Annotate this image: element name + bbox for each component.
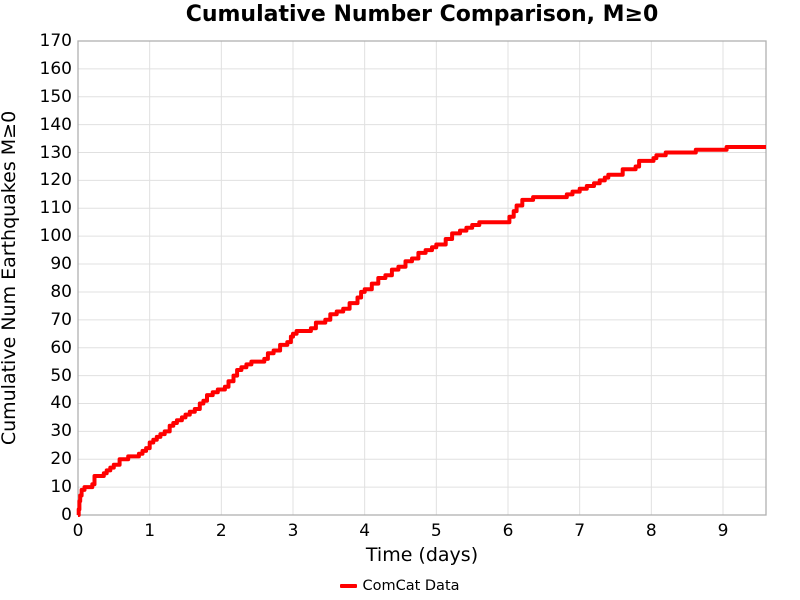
legend: ComCat Data bbox=[0, 578, 800, 594]
legend-line-swatch bbox=[340, 584, 358, 588]
x-tick-label: 5 bbox=[430, 521, 442, 541]
x-tick-label: 7 bbox=[574, 521, 586, 541]
y-tick-label: 140 bbox=[39, 114, 72, 135]
x-tick-label: 2 bbox=[215, 521, 227, 541]
y-tick-label: 120 bbox=[39, 170, 72, 191]
y-tick-label: 160 bbox=[39, 58, 72, 79]
y-tick-label: 170 bbox=[39, 31, 72, 51]
y-tick-label: 110 bbox=[39, 198, 72, 219]
x-tick-label: 3 bbox=[287, 521, 299, 541]
x-tick-label: 0 bbox=[72, 521, 84, 541]
legend-label: ComCat Data bbox=[362, 578, 460, 594]
plot-border bbox=[77, 40, 767, 516]
y-tick-label: 90 bbox=[50, 254, 72, 275]
y-tick-label: 20 bbox=[50, 449, 72, 470]
y-tick-label: 40 bbox=[50, 393, 72, 414]
y-axis-label: Cumulative Num Earthquakes M≥0 bbox=[0, 110, 20, 446]
x-tick-label: 4 bbox=[359, 521, 371, 541]
y-tick-label: 130 bbox=[39, 142, 72, 163]
y-tick-label: 80 bbox=[50, 281, 72, 302]
x-axis-label: Time (days) bbox=[365, 544, 479, 566]
y-tick-label: 70 bbox=[50, 309, 72, 330]
x-tick-label: 1 bbox=[144, 521, 156, 541]
x-tick-label: 8 bbox=[645, 521, 657, 541]
x-tick-label: 9 bbox=[717, 521, 729, 541]
x-tick-label: 6 bbox=[502, 521, 514, 541]
y-tick-label: 150 bbox=[39, 86, 72, 107]
y-tick-label: 0 bbox=[61, 505, 72, 525]
gridlines bbox=[77, 40, 766, 516]
comcat-data-line bbox=[76, 145, 766, 517]
y-tick-label: 10 bbox=[50, 477, 72, 498]
chart-title: Cumulative Number Comparison, M≥0 bbox=[185, 2, 659, 27]
y-tick-label: 60 bbox=[50, 337, 72, 358]
y-tick-label: 30 bbox=[50, 421, 72, 442]
y-tick-label: 50 bbox=[50, 365, 72, 386]
y-tick-label: 100 bbox=[39, 226, 72, 247]
